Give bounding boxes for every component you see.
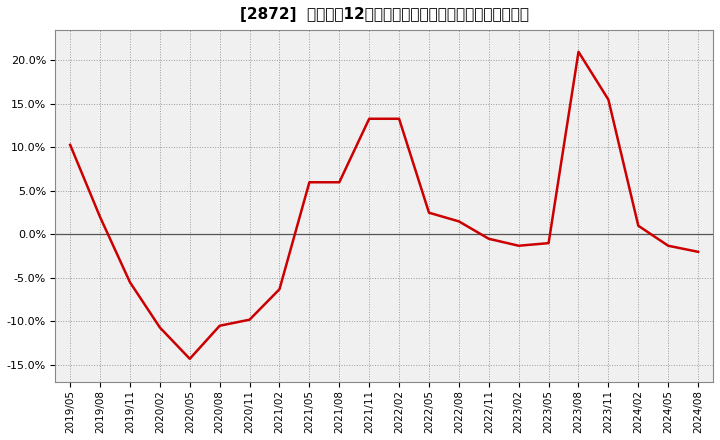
Title: [2872]  売上高の12か月移動合計の対前年同期増減率の推移: [2872] 売上高の12か月移動合計の対前年同期増減率の推移 (240, 7, 528, 22)
